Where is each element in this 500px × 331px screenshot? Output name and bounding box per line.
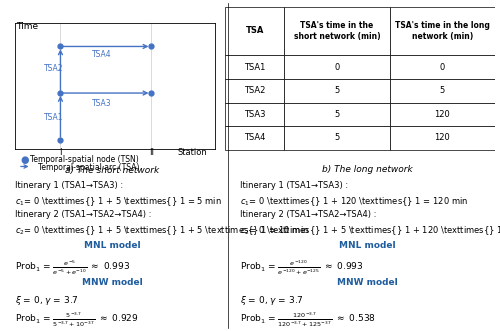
Text: 0: 0 <box>334 63 340 71</box>
Text: ●: ● <box>20 155 28 165</box>
Text: II: II <box>149 148 154 157</box>
Bar <box>225 55 284 79</box>
Text: $c_2$= 0 \texttimes{} 1 + 5 \texttimes{} 1 + 5 \texttimes{} 1 = 10 min: $c_2$= 0 \texttimes{} 1 + 5 \texttimes{}… <box>15 224 309 237</box>
Bar <box>284 126 390 150</box>
Text: I: I <box>59 148 62 157</box>
Text: 120: 120 <box>434 110 450 119</box>
Text: TSA4: TSA4 <box>92 50 112 59</box>
Bar <box>390 55 495 79</box>
Text: MNW model: MNW model <box>82 278 143 287</box>
Text: a) The short network: a) The short network <box>66 166 160 174</box>
Text: Prob$_1$ = $\frac{5^{-3.7}}{5^{-3.7}+10^{-3.7}}$ $\approx$ 0.929: Prob$_1$ = $\frac{5^{-3.7}}{5^{-3.7}+10^… <box>15 310 138 329</box>
Text: TSA's time in the
short network (min): TSA's time in the short network (min) <box>294 21 380 41</box>
Bar <box>284 79 390 103</box>
Text: MNL model: MNL model <box>339 241 396 250</box>
Bar <box>225 103 284 126</box>
Text: TSA3: TSA3 <box>92 99 112 108</box>
Text: 0: 0 <box>440 63 445 71</box>
Text: Prob$_1$ = $\frac{e^{-5}}{e^{-5}+e^{-10}}$ $\approx$ 0.993: Prob$_1$ = $\frac{e^{-5}}{e^{-5}+e^{-10}… <box>15 259 130 277</box>
Bar <box>225 79 284 103</box>
Text: Station: Station <box>178 148 207 157</box>
Text: $\xi$ = 0, $\gamma$ = 3.7: $\xi$ = 0, $\gamma$ = 3.7 <box>15 294 78 307</box>
Text: TSA1: TSA1 <box>244 63 266 71</box>
Text: TSA4: TSA4 <box>244 133 266 142</box>
Text: $c_1$= 0 \texttimes{} 1 + 5 \texttimes{} 1 = 5 min: $c_1$= 0 \texttimes{} 1 + 5 \texttimes{}… <box>15 196 222 209</box>
Text: Time: Time <box>16 22 38 30</box>
Text: TSA: TSA <box>246 26 264 35</box>
Bar <box>390 79 495 103</box>
Bar <box>390 103 495 126</box>
Text: b) The long network: b) The long network <box>322 166 413 174</box>
Text: $c_1$= 0 \texttimes{} 1 + 120 \texttimes{} 1 = 120 min: $c_1$= 0 \texttimes{} 1 + 120 \texttimes… <box>240 196 468 209</box>
Bar <box>225 7 284 55</box>
Text: Itinerary 1 (TSA1→TSA3) :: Itinerary 1 (TSA1→TSA3) : <box>240 181 348 190</box>
Bar <box>284 55 390 79</box>
Bar <box>390 126 495 150</box>
Bar <box>284 7 390 55</box>
Text: Prob$_1$ = $\frac{120^{-3.7}}{120^{-3.7}+125^{-3.7}}$ $\approx$ 0.538: Prob$_1$ = $\frac{120^{-3.7}}{120^{-3.7}… <box>240 310 376 329</box>
Text: 120: 120 <box>434 133 450 142</box>
Text: TSA2: TSA2 <box>44 64 64 73</box>
Text: 5: 5 <box>334 133 340 142</box>
Text: Itinerary 1 (TSA1→TSA3) :: Itinerary 1 (TSA1→TSA3) : <box>15 181 123 190</box>
Text: 5: 5 <box>334 86 340 95</box>
Text: $\xi$ = 0, $\gamma$ = 3.7: $\xi$ = 0, $\gamma$ = 3.7 <box>240 294 303 307</box>
Text: 5: 5 <box>440 86 445 95</box>
Bar <box>284 103 390 126</box>
Text: TSA's time in the long
network (min): TSA's time in the long network (min) <box>395 21 490 41</box>
Text: MNL model: MNL model <box>84 241 141 250</box>
Text: $c_2$= 0 \texttimes{} 1 + 5 \texttimes{} 1 + 120 \texttimes{} 1 = 125 min: $c_2$= 0 \texttimes{} 1 + 5 \texttimes{}… <box>240 224 500 237</box>
Text: TSA3: TSA3 <box>244 110 266 119</box>
Text: MNW model: MNW model <box>337 278 398 287</box>
Text: TSA1: TSA1 <box>44 113 64 122</box>
Text: Temporal-spatial node (TSN): Temporal-spatial node (TSN) <box>30 155 139 164</box>
Bar <box>390 7 495 55</box>
Text: TSA2: TSA2 <box>244 86 266 95</box>
Bar <box>225 126 284 150</box>
Text: 5: 5 <box>334 110 340 119</box>
Text: Temporal-spatial arc (TSA): Temporal-spatial arc (TSA) <box>38 163 139 172</box>
Text: Prob$_1$ = $\frac{e^{-120}}{e^{-120}+e^{-125}}$ $\approx$ 0.993: Prob$_1$ = $\frac{e^{-120}}{e^{-120}+e^{… <box>240 259 364 277</box>
Text: Itinerary 2 (TSA1→TSA2→TSA4) :: Itinerary 2 (TSA1→TSA2→TSA4) : <box>15 210 152 219</box>
Text: Itinerary 2 (TSA1→TSA2→TSA4) :: Itinerary 2 (TSA1→TSA2→TSA4) : <box>240 210 376 219</box>
